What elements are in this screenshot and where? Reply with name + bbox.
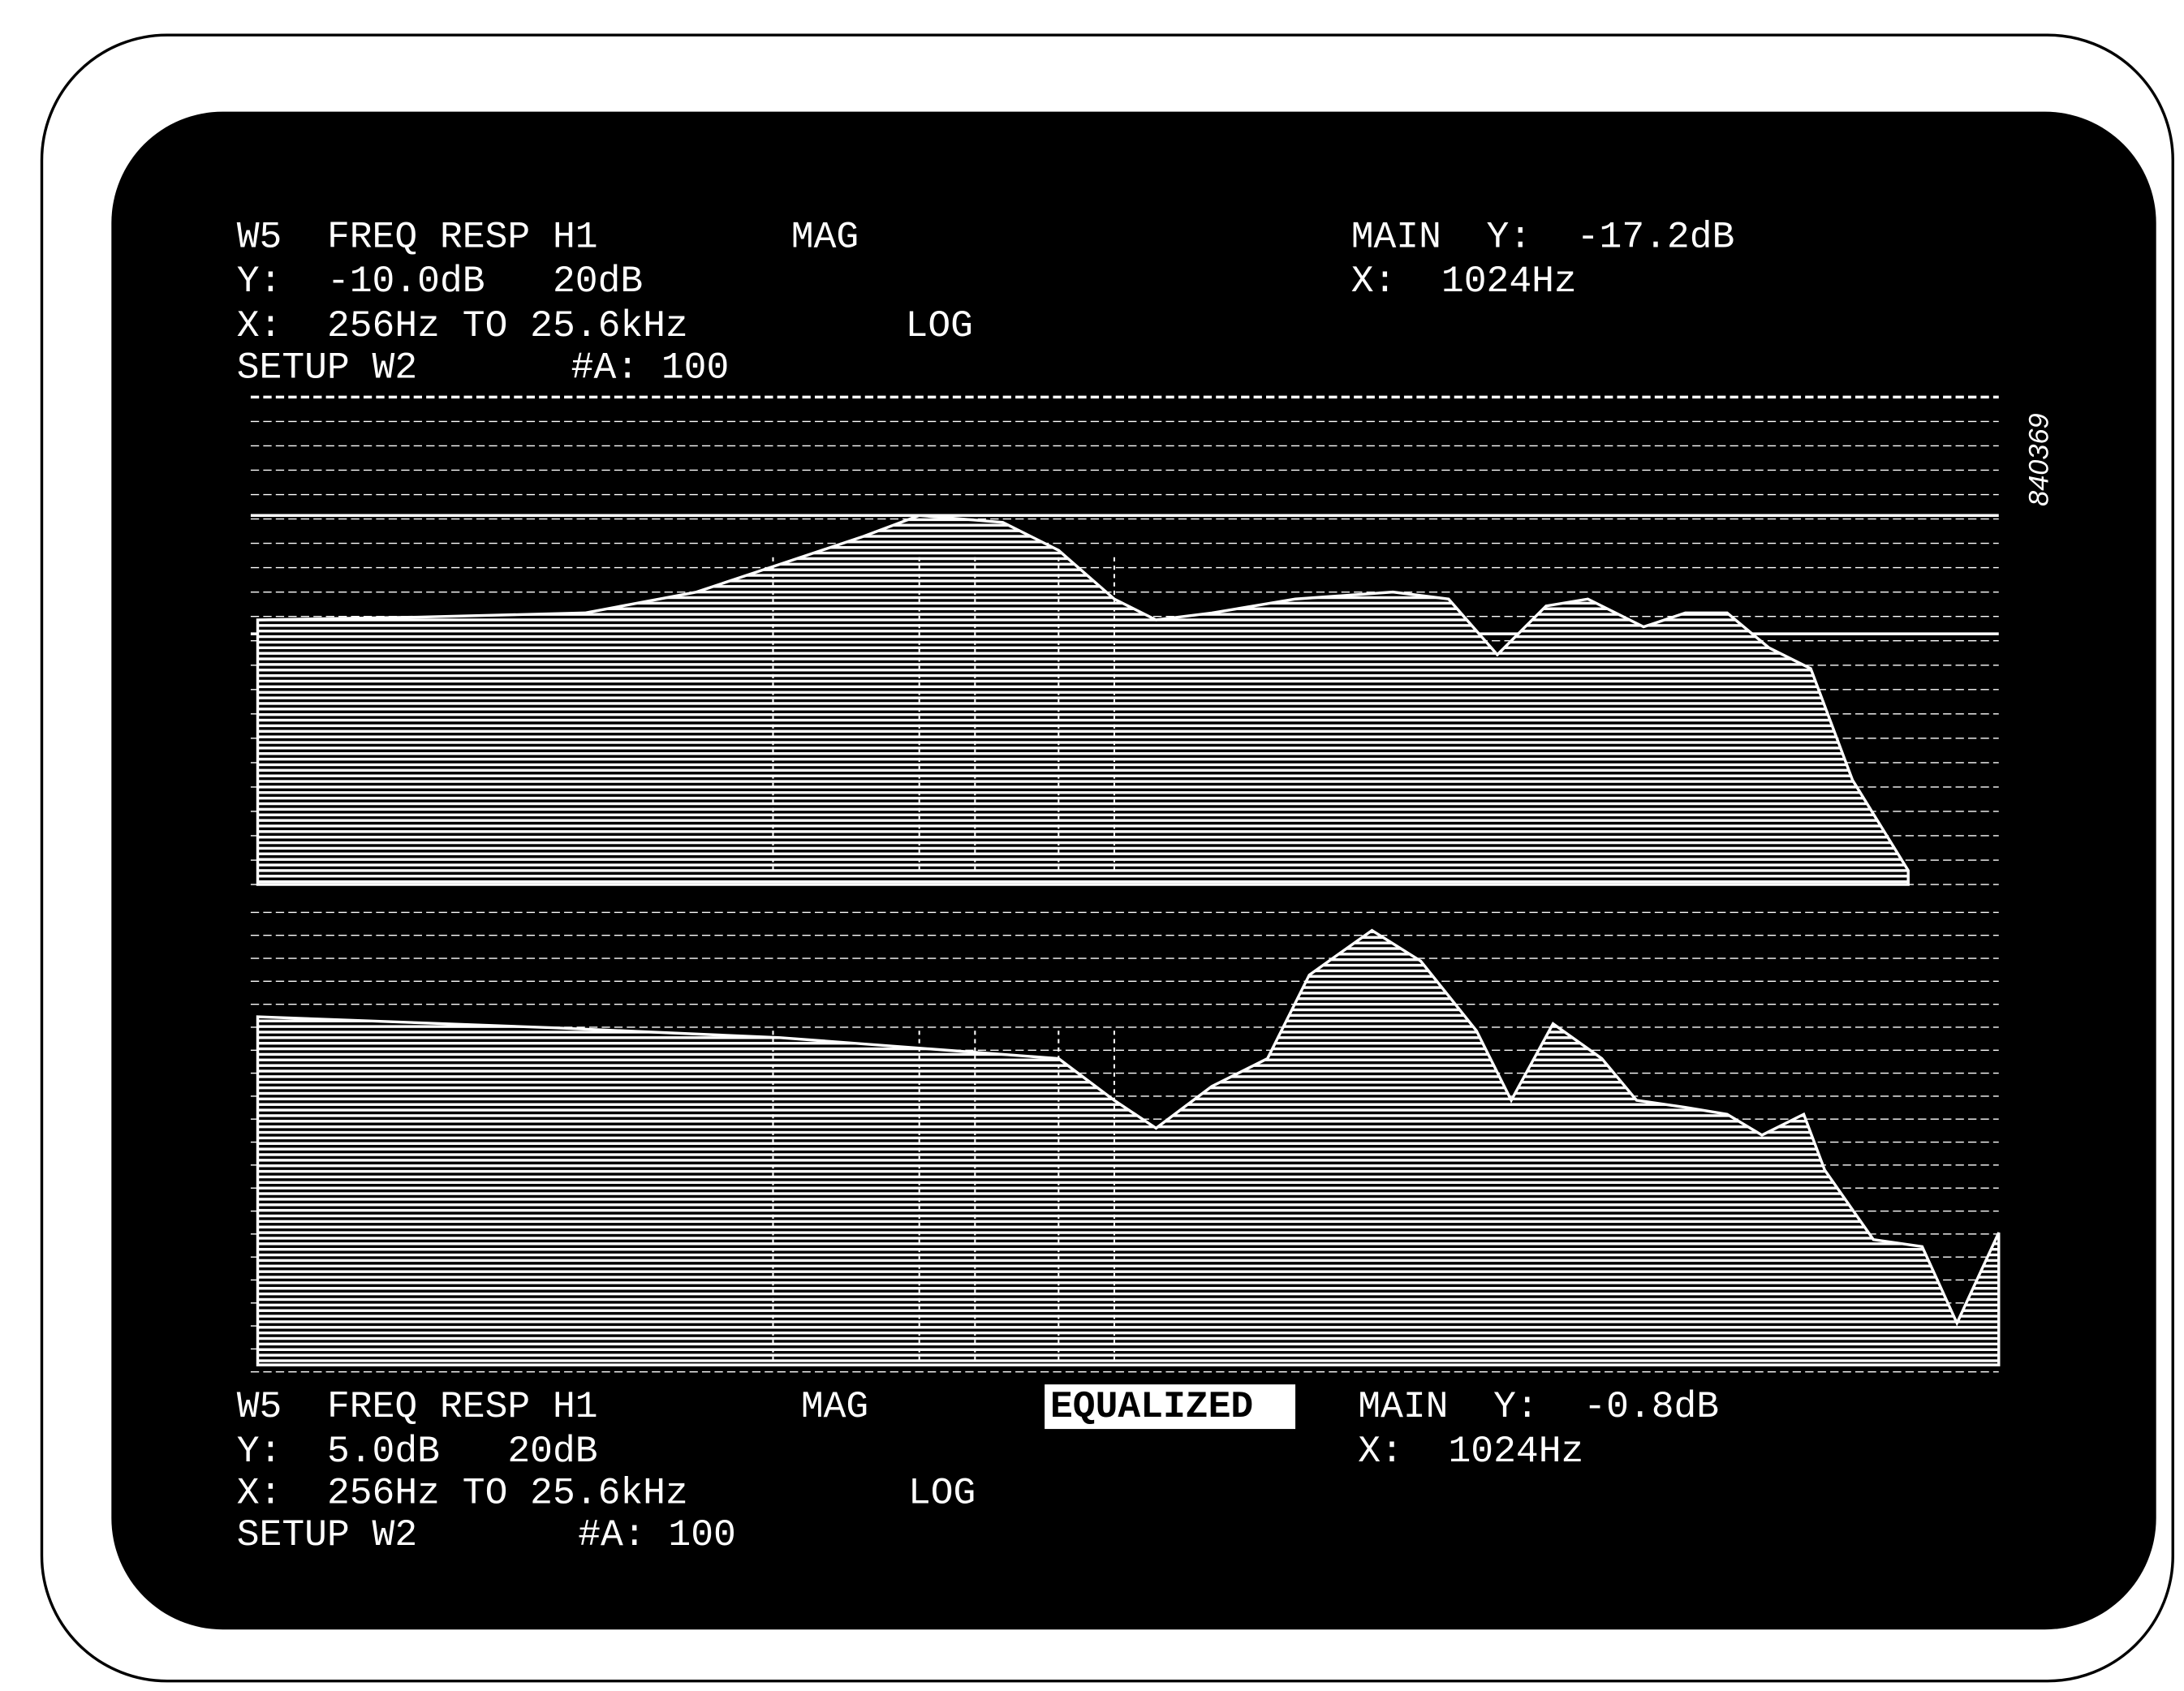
bottom-title: W5 FREQ RESP H1 [237, 1385, 598, 1428]
figure-id: 840369 [2023, 413, 2054, 506]
bottom-setup: SETUP W2 [237, 1513, 417, 1556]
bottom-mode: MAG [801, 1385, 868, 1428]
bottom-y-setting: Y: 5.0dB 20dB [237, 1430, 598, 1473]
vertical-grid [772, 557, 1115, 1366]
status-highlight [1045, 1384, 1296, 1430]
top-scale: LOG [906, 304, 973, 347]
top-title: W5 FREQ RESP H1 [237, 215, 598, 258]
top-mode: MAG [791, 215, 859, 258]
bottom-averages: #A: 100 [578, 1513, 736, 1556]
bottom-marker-y: MAIN Y: -0.8dB [1358, 1385, 1719, 1428]
top-marker-x: X: 1024Hz [1351, 260, 1577, 303]
top-marker-y: MAIN Y: -17.2dB [1351, 215, 1735, 258]
top-averages: #A: 100 [571, 346, 730, 389]
top-trace [256, 514, 1910, 886]
bottom-trace [256, 928, 2001, 1366]
bottom-status: EQUALIZED [1050, 1385, 1253, 1428]
bottom-x-setting: X: 256Hz TO 25.6kHz [237, 1471, 688, 1514]
bottom-marker-x: X: 1024Hz [1358, 1430, 1583, 1473]
bottom-scale: LOG [908, 1471, 976, 1514]
top-y-setting: Y: -10.0dB 20dB [237, 260, 643, 303]
top-x-setting: X: 256Hz TO 25.6kHz [237, 304, 688, 347]
top-setup: SETUP W2 [237, 346, 417, 389]
